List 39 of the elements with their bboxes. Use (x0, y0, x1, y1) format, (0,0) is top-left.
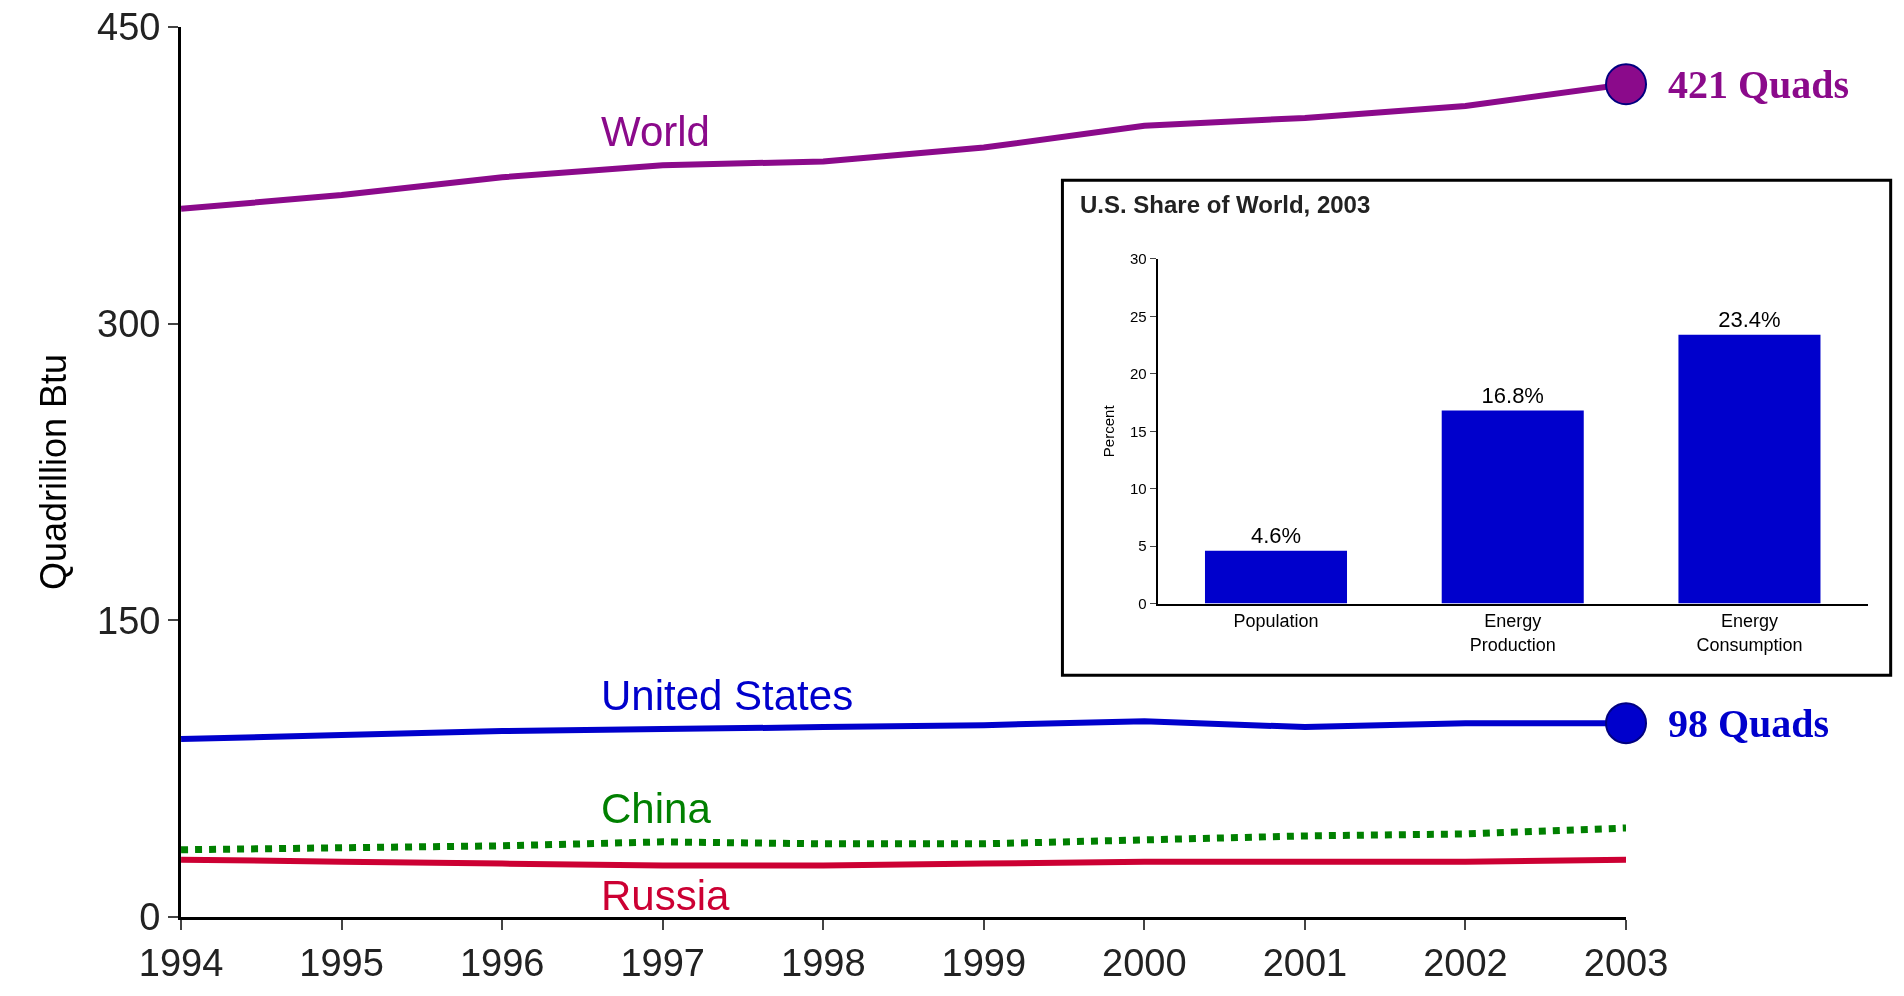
y-tick-label: 0 (139, 896, 161, 939)
bar (1678, 334, 1821, 604)
x-tick-label: 1995 (299, 941, 384, 984)
y-tick-label: 5 (1138, 537, 1147, 555)
x-tick-label: Energy Production (1469, 611, 1556, 655)
y-tick-label: 30 (1129, 250, 1147, 268)
data-label: 23.4% (1718, 306, 1781, 332)
x-tick-label: Energy Consumption (1696, 611, 1803, 655)
series-label: World (601, 108, 710, 155)
y-tick-label: 10 (1129, 479, 1147, 497)
series-label: Russia (601, 872, 731, 919)
x-tick-label: 1994 (138, 941, 224, 984)
annotation: 98 Quads (1668, 701, 1830, 746)
y-tick-label: 450 (97, 6, 161, 49)
x-tick-label: Population (1233, 611, 1319, 632)
series-label: United States (601, 672, 854, 719)
y-tick-label: 150 (97, 599, 161, 642)
bar (1441, 410, 1584, 604)
x-tick-label: 2002 (1423, 941, 1508, 984)
x-tick-label: 1996 (459, 941, 545, 984)
y-axis-title: Quadrillion Btu (32, 353, 74, 591)
series-label: China (601, 785, 712, 832)
data-label: 16.8% (1481, 382, 1544, 408)
x-tick-label: 1998 (781, 941, 866, 984)
y-tick-label: 300 (97, 302, 161, 345)
y-axis-title: Percent (1099, 404, 1117, 458)
y-tick-label: 0 (1138, 594, 1147, 612)
annotation: 421 Quads (1668, 62, 1850, 107)
chart-title: U.S. Share of World, 2003 (1080, 191, 1371, 218)
data-label: 4.6% (1250, 522, 1302, 548)
bar (1204, 550, 1348, 604)
x-tick-label: 2003 (1583, 941, 1669, 984)
y-tick-label: 20 (1129, 365, 1147, 383)
y-tick-label: 15 (1129, 422, 1147, 440)
x-tick-label: 2000 (1102, 941, 1187, 984)
x-tick-label: 2001 (1262, 941, 1348, 984)
x-tick-label: 1999 (941, 941, 1027, 984)
x-tick-label: 1997 (620, 941, 705, 984)
y-tick-label: 25 (1129, 307, 1147, 325)
